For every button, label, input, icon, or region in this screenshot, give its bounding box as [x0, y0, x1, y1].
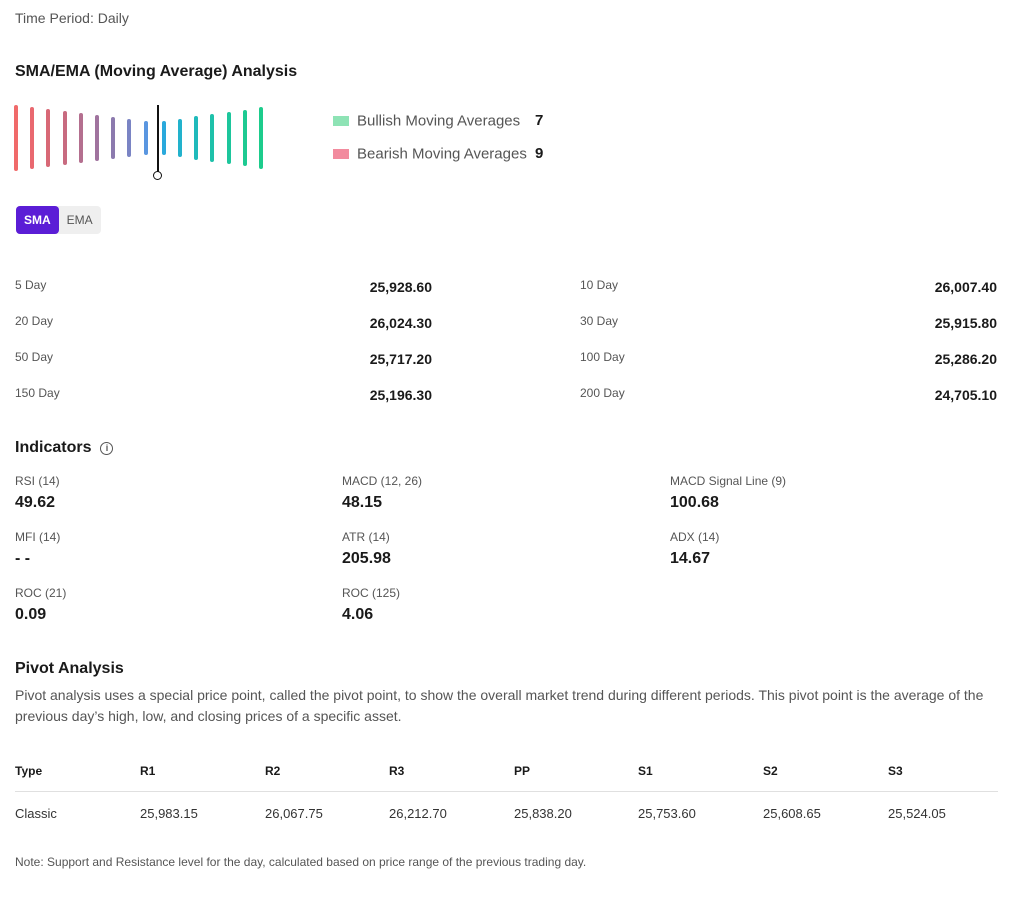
- bearish-bar: [143, 121, 148, 155]
- ma-label-5-day: 5 Day: [15, 278, 47, 292]
- pivot-description: Pivot analysis uses a special price poin…: [15, 687, 984, 724]
- indicator-macd: MACD (12, 26) 48.15: [342, 474, 422, 512]
- indicator-label: ADX (14): [670, 530, 720, 544]
- indicator-label: RSI (14): [15, 474, 60, 488]
- cell-type: Classic: [15, 806, 57, 821]
- cell-r2: 26,067.75: [265, 806, 323, 821]
- cell-s1: 25,753.60: [638, 806, 696, 821]
- bearish-bar: [127, 119, 132, 157]
- header-type: Type: [15, 764, 43, 778]
- cell-pp: 25,838.20: [514, 806, 572, 821]
- gauge-needle: [156, 105, 159, 175]
- bullish-bar: [242, 109, 247, 167]
- indicator-mfi: MFI (14) - -: [15, 530, 60, 568]
- indicator-value: 0.09: [15, 606, 47, 623]
- indicator-value: 14.67: [670, 550, 711, 567]
- bullish-bar: [210, 114, 215, 162]
- indicator-value: 48.15: [342, 494, 383, 511]
- bearish-label: Bearish Moving Averages: [357, 145, 527, 163]
- bullish-bar: [178, 118, 182, 158]
- header-s2: S2: [763, 764, 778, 778]
- indicator-adx: ADX (14) 14.67: [670, 530, 719, 568]
- bearish-bar: [62, 111, 67, 165]
- bearish-bar: [95, 115, 99, 161]
- header-r3: R3: [389, 764, 405, 778]
- indicator-value: 49.62: [15, 494, 56, 511]
- ma-label-20-day: 20 Day: [15, 314, 54, 328]
- bullish-bar: [226, 111, 231, 165]
- indicator-label: MFI (14): [15, 530, 61, 544]
- indicator-value: 205.98: [342, 550, 391, 567]
- ma-value-200-day: 24,705.10: [934, 387, 997, 403]
- cell-r3: 26,212.70: [389, 806, 447, 821]
- indicator-value: - -: [15, 550, 31, 567]
- bearish-bar: [30, 107, 35, 169]
- moving-average-gauge: [8, 100, 318, 186]
- indicator-macd-signal: MACD Signal Line (9) 100.68: [670, 474, 786, 512]
- indicator-value: 100.68: [670, 494, 719, 511]
- pivot-table: Type R1 R2 R3 PP S1 S2 S3 Classic 25,983…: [15, 756, 998, 828]
- indicator-roc-125: ROC (125) 4.06: [342, 586, 400, 624]
- ma-label-10-day: 10 Day: [580, 278, 619, 292]
- indicator-label: MACD Signal Line (9): [670, 474, 787, 488]
- ma-value-50-day: 25,717.20: [369, 351, 432, 367]
- bearish-bar: [14, 105, 18, 171]
- cell-r1: 25,983.15: [140, 806, 198, 821]
- indicator-label: MACD (12, 26): [342, 474, 423, 488]
- ma-value-100-day: 25,286.20: [934, 351, 997, 367]
- indicator-label: ATR (14): [342, 530, 390, 544]
- sma-ema-section-title: SMA/EMA (Moving Average) Analysis: [15, 63, 298, 80]
- pivot-note: Note: Support and Resistance level for t…: [15, 855, 587, 869]
- time-period-label: Time Period: Daily: [15, 10, 129, 26]
- header-s1: S1: [638, 764, 653, 778]
- bullish-bar: [259, 107, 263, 169]
- ma-value-20-day: 26,024.30: [369, 315, 432, 331]
- ma-value-10-day: 26,007.40: [934, 279, 997, 295]
- bullish-label: Bullish Moving Averages: [357, 112, 521, 130]
- indicator-atr: ATR (14) 205.98: [342, 530, 391, 568]
- tab-sma[interactable]: SMA: [16, 206, 59, 234]
- indicators-section-title: Indicators i: [15, 439, 114, 457]
- indicators-title-text: Indicators: [15, 439, 92, 456]
- bullish-swatch: [333, 116, 349, 127]
- header-r1: R1: [140, 764, 156, 778]
- tab-ema[interactable]: EMA: [66, 213, 93, 227]
- ma-label-30-day: 30 Day: [580, 314, 619, 328]
- bullish-bar: [194, 116, 199, 160]
- bullish-bar: [161, 121, 166, 155]
- ma-label-200-day: 200 Day: [580, 386, 625, 400]
- bearish-bar: [78, 113, 83, 163]
- cell-s3: 25,524.05: [888, 806, 946, 821]
- indicator-label: ROC (125): [342, 586, 401, 600]
- ma-label-150-day: 150 Day: [15, 386, 60, 400]
- bearish-bar: [111, 117, 116, 159]
- gauge-needle-pivot: [153, 171, 163, 180]
- ma-type-tabs: SMA EMA: [16, 206, 101, 234]
- indicator-rsi: RSI (14) 49.62: [15, 474, 60, 512]
- indicator-roc-21: ROC (21) 0.09: [15, 586, 66, 624]
- header-r2: R2: [265, 764, 281, 778]
- info-icon[interactable]: i: [100, 441, 114, 455]
- indicator-label: ROC (21): [15, 586, 67, 600]
- pivot-section-title: Pivot Analysis: [15, 660, 124, 677]
- bearish-legend: Bearish Moving Averages 9: [333, 145, 543, 163]
- ma-label-100-day: 100 Day: [580, 350, 625, 364]
- ma-value-30-day: 25,915.80: [934, 315, 997, 331]
- table-row: Classic 25,983.15 26,067.75 26,212.70 25…: [15, 792, 998, 828]
- table-header-row: Type R1 R2 R3 PP S1 S2 S3: [15, 756, 998, 792]
- ma-label-50-day: 50 Day: [15, 350, 54, 364]
- ma-value-150-day: 25,196.30: [369, 387, 432, 403]
- bullish-legend: Bullish Moving Averages 7: [333, 112, 543, 130]
- bullish-count: 7: [535, 112, 544, 129]
- bearish-count: 9: [535, 145, 544, 162]
- bearish-swatch: [333, 149, 349, 160]
- ma-value-5-day: 25,928.60: [369, 279, 432, 295]
- header-pp: PP: [514, 764, 531, 778]
- bearish-bar: [46, 109, 51, 167]
- header-s3: S3: [888, 764, 903, 778]
- cell-s2: 25,608.65: [763, 806, 821, 821]
- indicator-value: 4.06: [342, 606, 374, 623]
